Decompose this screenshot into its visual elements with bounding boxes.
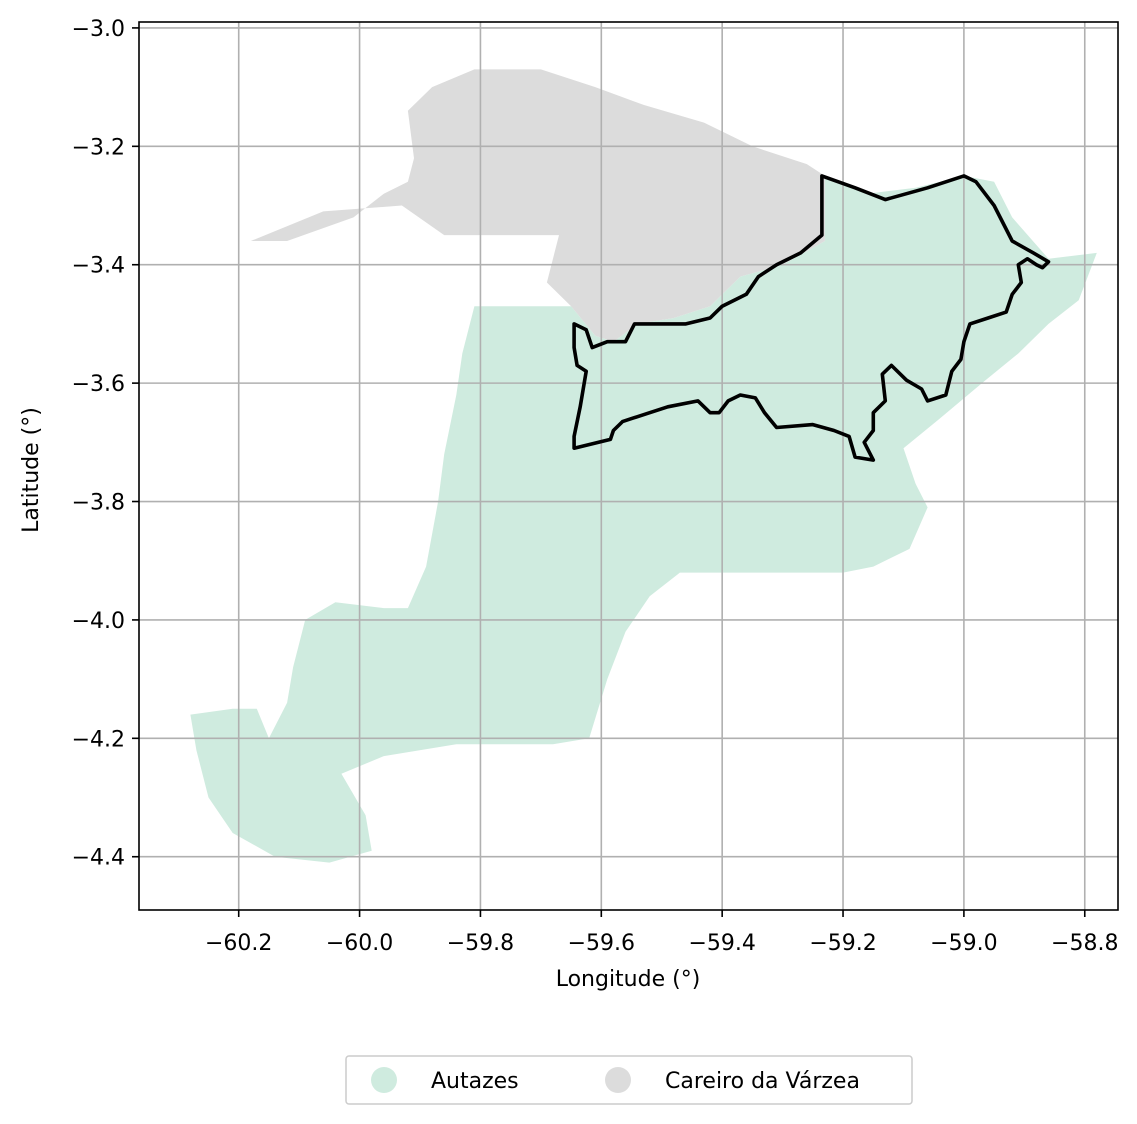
x-tick-label: −59.6 <box>568 931 635 956</box>
axes-frame <box>138 21 1119 911</box>
y-tick-label: −3.4 <box>72 254 125 279</box>
y-tick-label: −4.2 <box>72 727 125 752</box>
legend: Autazes Careiro da Várzea <box>345 1055 913 1105</box>
highlight-boundary-outline <box>572 174 1051 462</box>
legend-label-autazes: Autazes <box>431 1069 519 1094</box>
regions-layer <box>190 69 1097 863</box>
y-tick-label: −3.8 <box>72 491 125 516</box>
x-tick-label: −60.0 <box>326 931 393 956</box>
legend-label-careiro: Careiro da Várzea <box>665 1069 860 1094</box>
outline-layer <box>572 174 1051 462</box>
x-tick-label: −59.0 <box>930 931 997 956</box>
y-tick-label: −3.2 <box>72 135 125 160</box>
legend-marker-careiro <box>605 1067 631 1093</box>
y-tick-label: −3.0 <box>72 17 125 42</box>
y-axis-label: Latitude (°) <box>19 407 44 533</box>
x-tick-label: −59.4 <box>688 931 755 956</box>
x-axis-label: Longitude (°) <box>556 967 701 992</box>
legend-marker-autazes <box>371 1067 397 1093</box>
x-tick-label: −59.2 <box>809 931 876 956</box>
ticks-layer: −60.2 −60.0 −59.8 −59.6 −59.4 −59.2 −59.0 −58.8… <box>72 17 1119 956</box>
y-tick-label: −4.4 <box>72 846 125 871</box>
region-careiro-da-v-rzea <box>250 69 825 342</box>
x-tick-label: −59.8 <box>447 931 514 956</box>
grid-layer <box>139 22 1118 910</box>
y-tick-label: −3.6 <box>72 372 125 397</box>
x-tick-label: −58.8 <box>1051 931 1118 956</box>
region-autazes <box>190 175 1097 863</box>
x-tick-label: −60.2 <box>205 931 272 956</box>
y-tick-label: −4.0 <box>72 609 125 634</box>
